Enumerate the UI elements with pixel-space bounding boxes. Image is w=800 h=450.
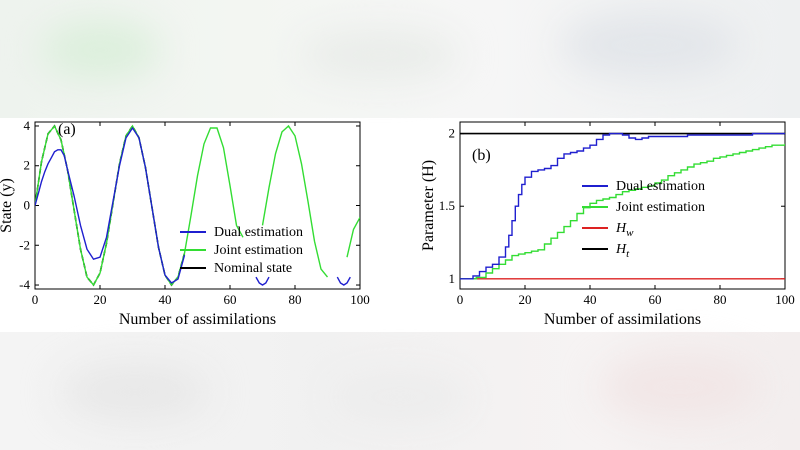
x-tick-label: 100 bbox=[775, 292, 795, 307]
x-tick-label: 80 bbox=[289, 292, 302, 307]
x-axis-label: Number of assimilations bbox=[544, 311, 701, 328]
background-band-bottom bbox=[0, 332, 800, 450]
x-tick-label: 100 bbox=[350, 292, 370, 307]
x-tick-label: 60 bbox=[224, 292, 237, 307]
plot-frame bbox=[459, 121, 786, 290]
y-tick-label: -4 bbox=[19, 277, 30, 292]
x-tick-label: 80 bbox=[714, 292, 727, 307]
y-tick-label: 1 bbox=[449, 271, 456, 286]
x-tick-label: 40 bbox=[584, 292, 597, 307]
x-tick-label: 0 bbox=[457, 292, 464, 307]
legend-label: Dual estimation bbox=[616, 179, 705, 194]
y-tick-label: 4 bbox=[24, 118, 31, 133]
series-line-dips bbox=[255, 276, 270, 286]
series-line-dual-estimation bbox=[460, 132, 785, 280]
y-tick-label: 1.5 bbox=[439, 198, 455, 213]
y-axis-label: State (y) bbox=[0, 178, 15, 233]
panel-a: 0 20 40 60 80 100 -4 -2 0 2 4 Number of assimilatio… bbox=[0, 118, 370, 328]
panel-label: (a) bbox=[58, 121, 76, 138]
y-tick-label: 2 bbox=[24, 158, 31, 173]
series-line-joint-estimation-segment-2- bbox=[261, 124, 329, 278]
x-tick-label: 40 bbox=[159, 292, 172, 307]
x-tick-label: 60 bbox=[649, 292, 662, 307]
y-axis-label: Parameter (H) bbox=[420, 160, 437, 251]
y-tick-label: 2 bbox=[449, 126, 456, 141]
x-tick-label: 20 bbox=[94, 292, 107, 307]
plot-frame bbox=[34, 121, 361, 290]
series-line-dips-2 bbox=[336, 276, 351, 286]
panel-label: (b) bbox=[472, 147, 491, 164]
background-band-top bbox=[0, 0, 800, 118]
legend-label: Joint estimation bbox=[616, 200, 705, 215]
y-tick-label: -2 bbox=[19, 237, 30, 252]
panel-b: 0 20 40 60 80 100 1 1.5 2 Number of assimilations… bbox=[420, 121, 795, 328]
series-line-dual-estimation bbox=[35, 126, 186, 284]
x-tick-label: 0 bbox=[32, 292, 39, 307]
x-axis-label: Number of assimilations bbox=[119, 311, 276, 328]
series-line-joint-estimation-segment-3- bbox=[346, 217, 360, 258]
legend: Dual estimation Joint estimation Nominal s… bbox=[180, 225, 303, 276]
series-line-joint-estimation bbox=[460, 143, 785, 280]
legend-label: Nominal state bbox=[214, 261, 292, 276]
legend-label: Dual estimation bbox=[214, 225, 303, 240]
y-tick-label: 0 bbox=[24, 198, 31, 213]
x-tick-label: 20 bbox=[519, 292, 532, 307]
legend-label: Joint estimation bbox=[214, 243, 303, 258]
